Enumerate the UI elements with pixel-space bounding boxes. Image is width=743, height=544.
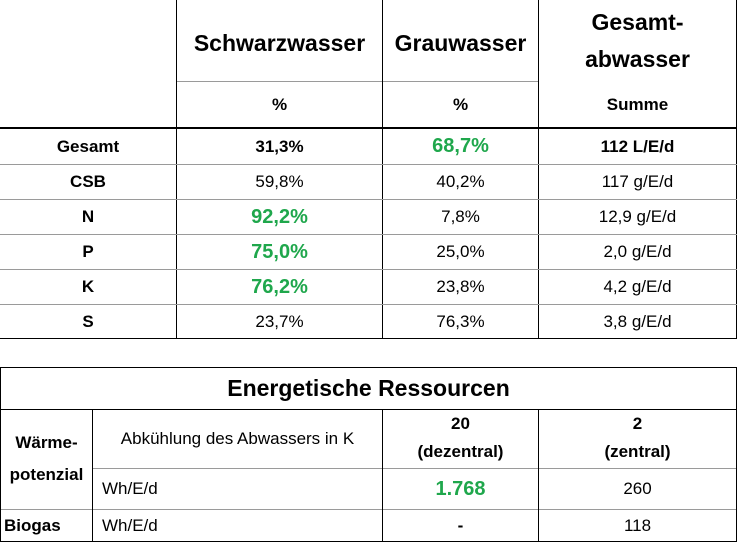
grid-line bbox=[176, 0, 177, 339]
grid-line bbox=[382, 409, 383, 542]
cell-schwarzwasser-p: 75,0% bbox=[251, 240, 308, 263]
grid-line bbox=[0, 269, 737, 270]
cell-grauwasser-p: 25,0% bbox=[436, 242, 485, 261]
row-label-k: K bbox=[81, 277, 95, 296]
cell-biogas-dezentral: - bbox=[457, 515, 464, 535]
column-header-schwarzwasser: Schwarzwasser bbox=[193, 29, 366, 56]
abkuehlung-label: Abkühlung des Abwassers in K bbox=[120, 429, 355, 448]
cell-summe-p: 2,0 g/E/d bbox=[603, 242, 672, 261]
row-label-p: P bbox=[82, 242, 94, 261]
cell-schwarzwasser-gesamt: 31,3% bbox=[255, 136, 304, 156]
cell-grauwasser-n: 7,8% bbox=[441, 207, 480, 226]
grid-line bbox=[383, 81, 538, 82]
column-header-dezentral-label: (dezentral) bbox=[417, 442, 504, 461]
grid-line bbox=[0, 541, 737, 542]
grid-line bbox=[538, 0, 539, 339]
row-label-waermepotenzial-line2: potenzial bbox=[9, 465, 84, 484]
cell-summe-s: 3,8 g/E/d bbox=[603, 311, 672, 331]
cell-grauwasser-k: 23,8% bbox=[436, 277, 485, 296]
grid-line bbox=[0, 409, 737, 410]
cell-schwarzwasser-s: 23,7% bbox=[255, 311, 304, 331]
row-label-biogas: Biogas bbox=[4, 515, 61, 535]
energy-table-title: Energetische Ressourcen bbox=[227, 375, 510, 401]
row-label-s: S bbox=[82, 311, 94, 331]
cell-summe-n: 12,9 g/E/d bbox=[598, 207, 677, 226]
cell-waerme-dezentral: 1.768 bbox=[435, 477, 486, 500]
waerme-unit: Wh/E/d bbox=[102, 479, 158, 498]
grid-line bbox=[0, 367, 1, 542]
column-header-grauwasser: Grauwasser bbox=[394, 29, 527, 56]
grid-line bbox=[0, 127, 737, 129]
row-label-n: N bbox=[81, 207, 95, 226]
row-label-csb: CSB bbox=[70, 172, 106, 191]
column-unit-summe: Summe bbox=[606, 95, 669, 114]
cell-grauwasser-csb: 40,2% bbox=[436, 172, 485, 191]
grid-line bbox=[382, 0, 383, 339]
grid-line bbox=[92, 409, 93, 542]
cell-schwarzwasser-k: 76,2% bbox=[251, 275, 308, 298]
cell-summe-gesamt: 112 L/E/d bbox=[600, 136, 675, 156]
column-unit-grauwasser: % bbox=[452, 95, 469, 114]
grid-line bbox=[177, 81, 382, 82]
grid-line bbox=[538, 409, 539, 542]
grid-line bbox=[0, 509, 737, 510]
grid-line bbox=[0, 234, 737, 235]
grid-line bbox=[92, 468, 737, 469]
cell-biogas-zentral: 118 bbox=[623, 515, 652, 535]
column-header-gesamtabwasser-line2: abwasser bbox=[585, 45, 690, 72]
cell-waerme-zentral: 260 bbox=[623, 479, 652, 498]
cell-summe-k: 4,2 g/E/d bbox=[603, 277, 672, 296]
cell-summe-csb: 117 g/E/d bbox=[601, 172, 674, 191]
cell-grauwasser-gesamt: 68,7% bbox=[432, 135, 489, 157]
cell-grauwasser-s: 76,3% bbox=[436, 311, 485, 331]
cell-schwarzwasser-csb: 59,8% bbox=[255, 172, 304, 191]
grid-line bbox=[736, 367, 737, 542]
row-label-waermepotenzial-line1: Wärme- bbox=[15, 433, 78, 452]
grid-line bbox=[0, 367, 737, 368]
column-header-gesamtabwasser-line1: Gesamt- bbox=[591, 8, 684, 35]
column-header-zentral-value: 2 bbox=[632, 414, 643, 433]
column-header-dezentral-value: 20 bbox=[451, 414, 470, 433]
row-label-gesamt: Gesamt bbox=[56, 136, 120, 156]
column-header-zentral-label: (zentral) bbox=[604, 442, 671, 461]
biogas-unit: Wh/E/d bbox=[102, 515, 158, 535]
grid-line bbox=[0, 304, 737, 305]
grid-line bbox=[0, 199, 737, 200]
cell-schwarzwasser-n: 92,2% bbox=[251, 205, 308, 228]
grid-line bbox=[736, 0, 737, 339]
grid-line bbox=[0, 338, 737, 339]
grid-line bbox=[0, 164, 737, 165]
column-unit-schwarzwasser: % bbox=[271, 95, 288, 114]
